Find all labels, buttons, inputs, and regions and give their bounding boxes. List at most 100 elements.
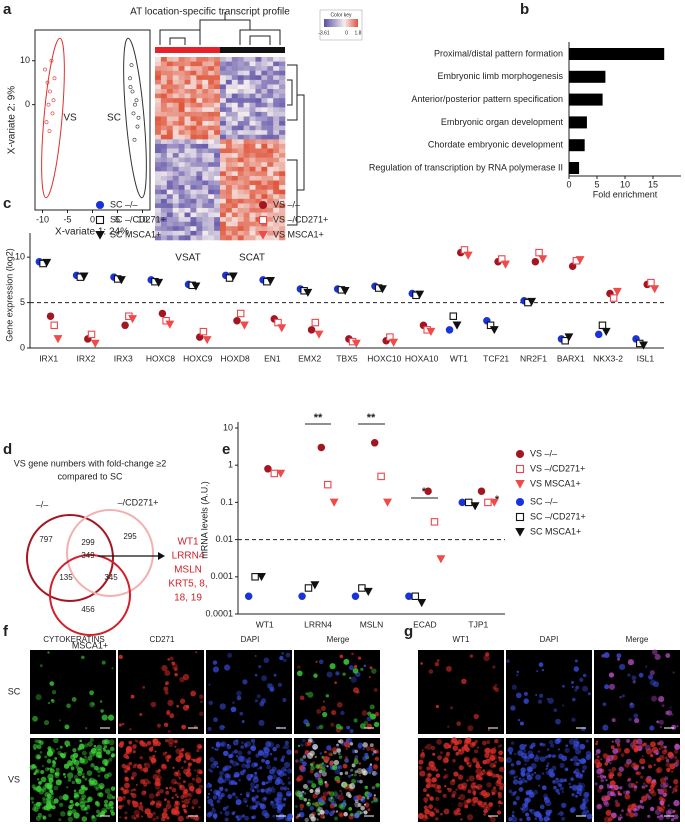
cell xyxy=(512,801,517,806)
heatmap-cell xyxy=(249,143,256,149)
cell xyxy=(309,769,314,774)
heatmap-cell xyxy=(220,93,227,99)
cell xyxy=(461,678,467,685)
heatmap-cell xyxy=(184,166,191,172)
cell xyxy=(654,653,661,661)
cell xyxy=(605,758,611,764)
cell xyxy=(255,753,260,758)
point xyxy=(133,102,137,107)
cell xyxy=(371,752,375,756)
heatmap-cell xyxy=(160,121,168,126)
cell xyxy=(672,810,676,814)
cell xyxy=(665,762,671,768)
cell xyxy=(107,714,115,721)
heatmap-cell xyxy=(249,153,256,158)
heatmap-cell xyxy=(225,70,233,76)
cell xyxy=(476,786,480,790)
cell xyxy=(351,773,354,776)
cell xyxy=(130,776,135,780)
cell xyxy=(287,777,290,780)
cell xyxy=(200,700,203,703)
heatmap-cell xyxy=(160,143,168,149)
heatmap-cell xyxy=(237,125,244,131)
cell xyxy=(608,768,612,772)
cell xyxy=(334,768,341,775)
cell xyxy=(298,811,305,818)
cell xyxy=(497,745,501,749)
color-key-tick: 0 xyxy=(345,30,348,36)
cell xyxy=(324,809,330,815)
cell xyxy=(165,790,170,795)
heatmap-cell xyxy=(273,166,280,172)
heatmap-cell xyxy=(190,111,197,117)
cell xyxy=(154,750,157,753)
heatmap-cell xyxy=(155,143,162,149)
cell xyxy=(52,764,56,768)
heatmap-cell xyxy=(243,203,250,209)
cell xyxy=(182,804,186,808)
heatmap-cell xyxy=(202,226,209,232)
cell xyxy=(281,766,287,773)
cell xyxy=(498,750,504,756)
heatmap-cell xyxy=(273,235,280,241)
cell xyxy=(121,722,125,726)
point xyxy=(131,111,136,116)
heatmap-cell xyxy=(261,102,268,108)
cell xyxy=(228,780,234,786)
heatmap-cell xyxy=(166,125,174,131)
cell xyxy=(344,758,349,763)
cell xyxy=(123,795,126,799)
heatmap-cell xyxy=(160,116,168,122)
heatmap-cell xyxy=(261,66,268,72)
cell xyxy=(662,806,666,809)
point xyxy=(43,67,47,72)
cell xyxy=(313,673,318,678)
cell xyxy=(295,805,298,808)
legend-label: VS –/– xyxy=(530,448,557,458)
heatmap-cell xyxy=(184,235,191,241)
cell xyxy=(237,750,243,756)
cell xyxy=(596,803,603,810)
heatmap-cell xyxy=(267,143,274,149)
cell xyxy=(614,799,619,804)
cell xyxy=(240,745,244,749)
heatmap-cell xyxy=(155,153,162,158)
cell xyxy=(524,763,527,766)
cell xyxy=(443,808,450,815)
cell xyxy=(183,760,187,764)
cell xyxy=(166,816,170,820)
heatmap-cell xyxy=(279,70,286,76)
heatmap-cell xyxy=(261,121,268,126)
cell xyxy=(570,777,574,781)
heatmap-cell xyxy=(243,171,250,177)
heatmap-cell xyxy=(231,89,239,94)
heatmap-cell xyxy=(202,79,209,85)
cell xyxy=(533,789,539,795)
cell xyxy=(537,784,541,788)
cell xyxy=(245,740,252,747)
heatmap-cell xyxy=(237,61,244,67)
cell xyxy=(514,790,518,793)
cell xyxy=(632,680,636,684)
heatmap-cell xyxy=(184,61,191,67)
cell xyxy=(494,739,499,744)
marker xyxy=(314,330,324,339)
heatmap-cell xyxy=(237,70,244,76)
cell xyxy=(547,769,554,776)
gene-name: WT1 xyxy=(177,537,199,548)
cell xyxy=(186,805,189,808)
cell xyxy=(360,805,365,811)
cell xyxy=(520,778,526,784)
heatmap-cell xyxy=(166,235,174,241)
cell xyxy=(249,805,254,810)
heatmap-cell xyxy=(267,148,274,154)
heatmap-cell xyxy=(184,175,191,181)
heatmap-cell xyxy=(261,153,268,158)
bar xyxy=(569,139,585,152)
marker xyxy=(594,330,603,339)
heatmap-cell xyxy=(196,212,203,218)
point xyxy=(129,63,134,68)
cell xyxy=(336,701,343,708)
heatmap-cell xyxy=(220,217,227,222)
marker xyxy=(515,497,525,507)
